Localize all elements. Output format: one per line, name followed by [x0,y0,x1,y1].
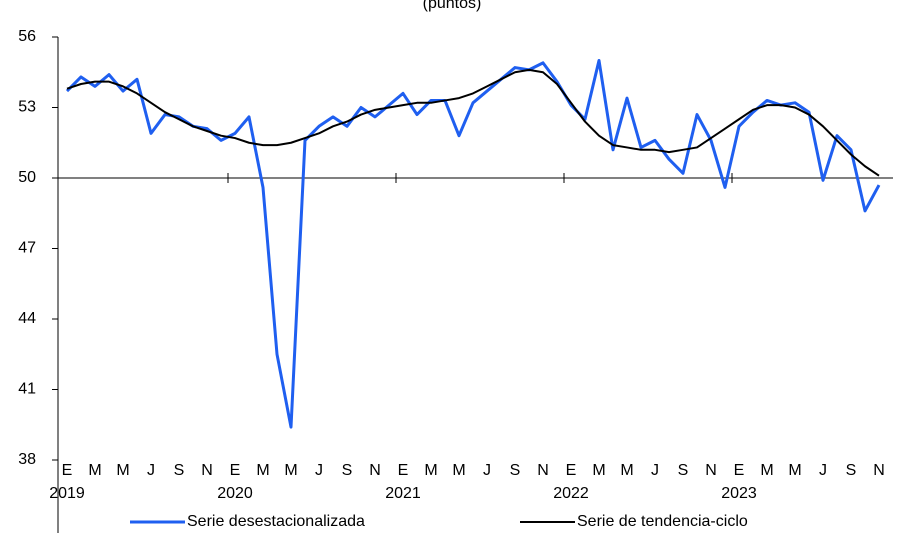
x-tick-label: J [147,462,155,479]
series-line [65,59,881,429]
x-tick-label: S [342,462,353,479]
y-tick-label: 41 [18,381,36,398]
x-tick-label: M [88,462,101,479]
x-tick-label: M [788,462,801,479]
x-tick-label: S [678,462,689,479]
x-tick-label: J [483,462,491,479]
x-tick-label: M [452,462,465,479]
x-tick-label: E [734,462,745,479]
x-tick-label: M [256,462,269,479]
year-label: 2022 [553,485,589,502]
x-tick-label: J [651,462,659,479]
x-tick-label: E [566,462,577,479]
chart-subtitle: (puntos) [423,0,482,12]
x-tick-label: M [424,462,437,479]
series-line [66,68,880,177]
y-tick-label: 47 [18,240,36,257]
legend-label: Serie desestacionalizada [187,513,365,530]
x-tick-label: N [537,462,549,479]
x-tick-label: M [592,462,605,479]
x-tick-label: E [62,462,73,479]
x-tick-label: M [116,462,129,479]
x-tick-label: N [369,462,381,479]
year-label: 2019 [49,485,85,502]
y-tick-label: 50 [18,169,36,186]
x-tick-label: N [873,462,885,479]
x-tick-label: E [230,462,241,479]
y-tick-label: 44 [18,310,36,327]
x-tick-label: N [201,462,213,479]
y-tick-label: 56 [18,28,36,45]
x-tick-label: N [705,462,717,479]
x-tick-label: M [620,462,633,479]
x-tick-label: M [760,462,773,479]
year-label: 2020 [217,485,253,502]
year-label: 2021 [385,485,421,502]
x-tick-label: M [284,462,297,479]
x-tick-label: S [510,462,521,479]
x-tick-label: S [846,462,857,479]
y-tick-label: 38 [18,451,36,468]
y-tick-label: 53 [18,99,36,116]
x-tick-label: J [819,462,827,479]
year-label: 2023 [721,485,757,502]
x-tick-label: E [398,462,409,479]
x-tick-label: S [174,462,185,479]
x-tick-label: J [315,462,323,479]
legend-label: Serie de tendencia-ciclo [577,513,748,530]
